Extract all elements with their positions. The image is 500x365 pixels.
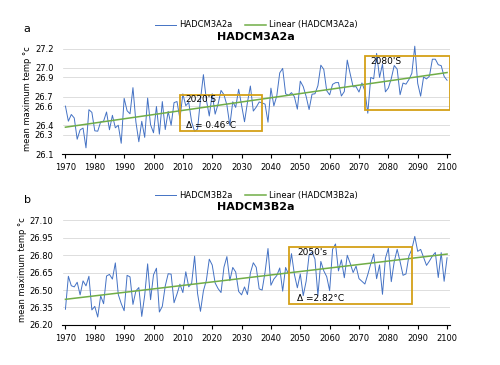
- Linear (HADCM3A2a): [77, 123, 83, 127]
- HADCM3B2a: [186, 285, 192, 289]
- HADCM3A2a: [186, 100, 192, 105]
- Text: a: a: [24, 24, 30, 34]
- HADCM3B2a: [100, 301, 106, 306]
- Linear (HADCM3A2a): [444, 70, 450, 75]
- Text: b: b: [24, 195, 31, 205]
- Line: HADCM3A2a: HADCM3A2a: [66, 46, 447, 148]
- Y-axis label: mean maximum temp °c: mean maximum temp °c: [18, 218, 27, 322]
- HADCM3B2a: [62, 307, 68, 311]
- Text: 2020'S: 2020'S: [186, 95, 217, 104]
- Text: Δ = 0.46°C: Δ = 0.46°C: [186, 121, 236, 130]
- HADCM3B2a: [444, 255, 450, 260]
- Linear (HADCM3A2a): [300, 91, 306, 95]
- Linear (HADCM3A2a): [130, 115, 136, 120]
- Linear (HADCM3A2a): [344, 85, 350, 89]
- HADCM3B2a: [94, 315, 100, 319]
- Linear (HADCM3B2a): [344, 264, 350, 268]
- Linear (HADCM3A2a): [280, 94, 285, 98]
- HADCM3A2a: [259, 101, 265, 105]
- Linear (HADCM3B2a): [300, 269, 306, 273]
- Title: HADCM3A2a: HADCM3A2a: [218, 32, 295, 42]
- Linear (HADCM3B2a): [77, 295, 83, 300]
- Linear (HADCM3A2a): [359, 82, 365, 87]
- Text: 2080'S: 2080'S: [370, 57, 402, 66]
- HADCM3A2a: [62, 104, 68, 108]
- Linear (HADCM3B2a): [62, 297, 68, 301]
- HADCM3A2a: [356, 90, 362, 94]
- Title: HADCM3B2a: HADCM3B2a: [218, 203, 295, 212]
- Line: HADCM3B2a: HADCM3B2a: [66, 237, 447, 317]
- HADCM3B2a: [206, 257, 212, 261]
- Y-axis label: mean maximum temp °c: mean maximum temp °c: [23, 46, 32, 151]
- Line: Linear (HADCM3B2a): Linear (HADCM3B2a): [66, 254, 447, 299]
- Linear (HADCM3B2a): [444, 252, 450, 256]
- HADCM3B2a: [356, 276, 362, 281]
- HADCM3A2a: [206, 114, 212, 118]
- HADCM3A2a: [444, 78, 450, 82]
- HADCM3A2a: [215, 102, 221, 106]
- Linear (HADCM3B2a): [280, 272, 285, 276]
- HADCM3B2a: [412, 234, 418, 239]
- Linear (HADCM3B2a): [130, 289, 136, 293]
- Linear (HADCM3B2a): [359, 262, 365, 266]
- HADCM3B2a: [215, 287, 221, 291]
- Text: 2050's: 2050's: [298, 248, 328, 257]
- HADCM3A2a: [83, 146, 89, 150]
- Line: Linear (HADCM3A2a): Linear (HADCM3A2a): [66, 73, 447, 127]
- Linear (HADCM3A2a): [62, 125, 68, 129]
- HADCM3A2a: [412, 44, 418, 49]
- Legend: HADCM3B2a, Linear (HADCM3B2a): HADCM3B2a, Linear (HADCM3B2a): [152, 188, 361, 204]
- Legend: HADCM3A2a, Linear (HADCM3A2a): HADCM3A2a, Linear (HADCM3A2a): [152, 17, 361, 33]
- HADCM3A2a: [100, 119, 106, 123]
- Text: Δ =2.82°C: Δ =2.82°C: [298, 294, 344, 303]
- HADCM3B2a: [259, 288, 265, 292]
